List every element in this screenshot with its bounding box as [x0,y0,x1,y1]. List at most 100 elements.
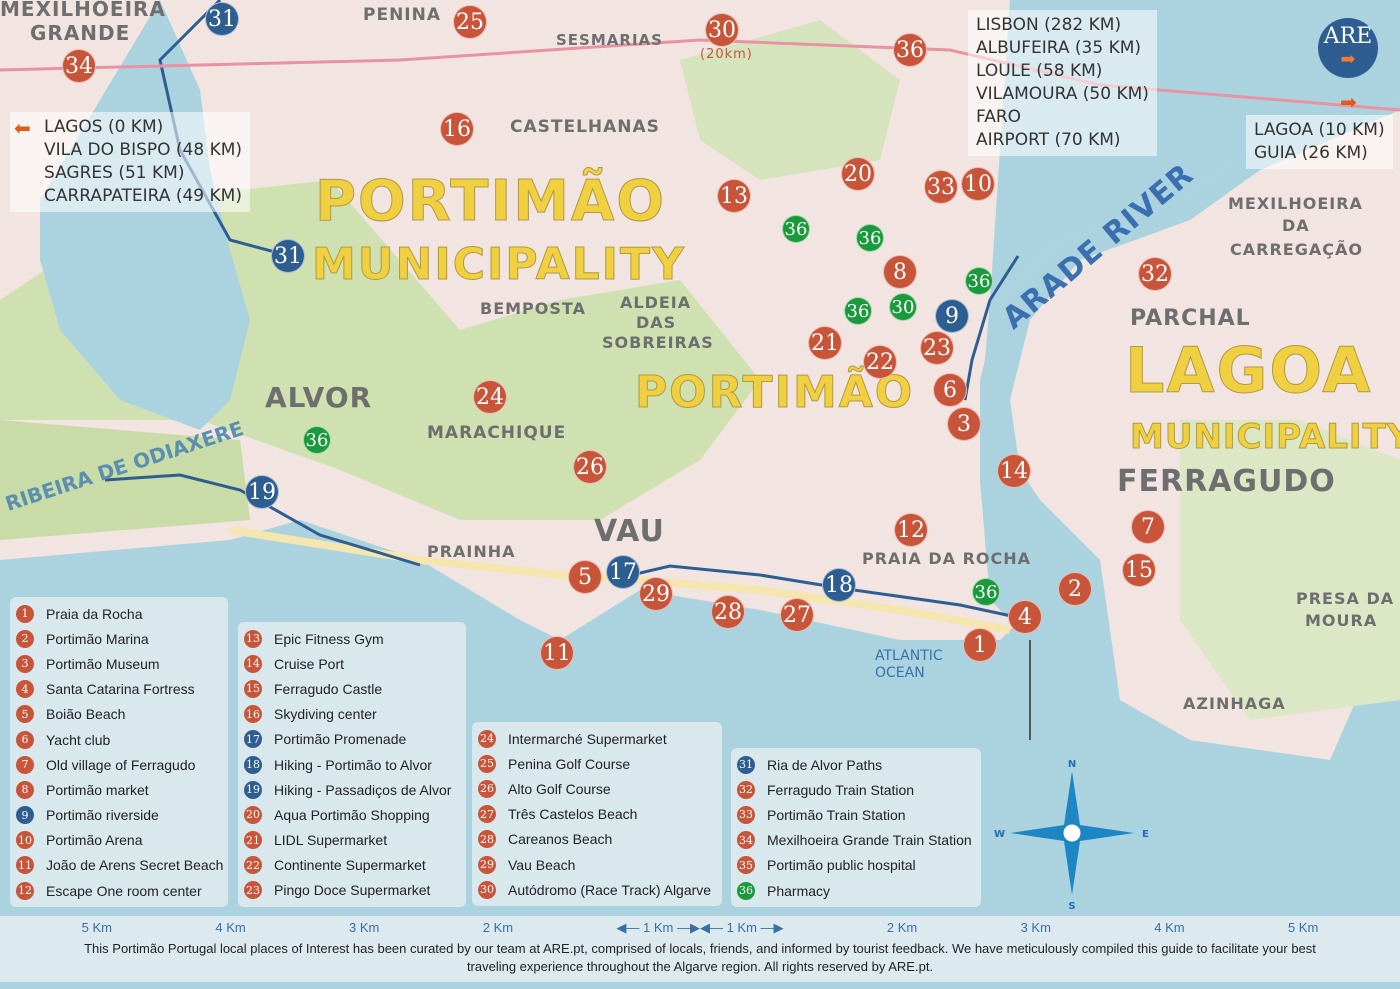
marker-20[interactable]: 20 [841,157,875,191]
marker-27[interactable]: 27 [780,598,814,632]
marker-8[interactable]: 8 [883,255,917,289]
legend-label: Portimão public hospital [767,857,916,874]
legend-marker: 21 [244,831,262,850]
place-label: MEXILHOEIRA [1228,194,1363,213]
legend-item: 22 Continente Supermarket [244,853,460,878]
legend-item: 25 Penina Golf Course [478,751,716,776]
legend-label: Ria de Alvor Paths [767,756,883,773]
legend-label: Penina Golf Course [508,755,631,772]
legend-column: 13 Epic Fitness Gym 14 Cruise Port 15 Ferragu… [238,622,466,908]
title-portimao-city: PORTIMÃO [634,367,915,418]
marker-36[interactable]: 36 [303,426,331,454]
dist-loule: LOULE (58 KM) [976,61,1103,81]
marker-36[interactable]: 36 [972,578,1000,606]
legend-label: Hiking - Portimão to Alvor [274,756,432,773]
marker-10[interactable]: 10 [961,167,995,201]
legend-marker: 27 [478,805,496,824]
marker-16[interactable]: 16 [440,112,474,146]
marker-9[interactable]: 9 [935,299,969,333]
marker-31[interactable]: 31 [271,239,305,273]
distances-east: LAGOA (10 KM) GUIA (26 KM) [1246,115,1393,169]
marker-22[interactable]: 22 [863,345,897,379]
marker-13[interactable]: 13 [717,179,751,213]
marker-5[interactable]: 5 [568,560,602,594]
legend-label: Ferragudo Castle [274,680,383,697]
marker-30[interactable]: 30 [705,13,739,47]
legend-label: Continente Supermarket [274,857,426,874]
legend-column: 24 Intermarché Supermarket 25 Penina Golf C… [472,722,722,907]
marker-1[interactable]: 1 [963,628,997,662]
compass-n: N [1068,759,1076,770]
marker-24[interactable]: 24 [473,380,507,414]
legend-item: 8 Portimão market [16,777,222,802]
marker-2[interactable]: 2 [1058,572,1092,606]
place-label: BEMPOSTA [480,299,586,318]
legend-item: 4 Santa Catarina Fortress [16,677,222,702]
legend-label: Epic Fitness Gym [274,630,384,647]
marker-25[interactable]: 25 [453,5,487,39]
place-label: DA [1282,216,1310,235]
marker-32[interactable]: 32 [1138,257,1172,291]
marker-15[interactable]: 15 [1122,553,1156,587]
marker-36[interactable]: 36 [856,224,884,252]
marker-26[interactable]: 26 [573,450,607,484]
marker-31[interactable]: 31 [205,2,239,36]
marker-17[interactable]: 17 [606,555,640,589]
legend-item: 14 Cruise Port [244,651,460,676]
marker-7[interactable]: 7 [1131,510,1165,544]
place-label: (20km) [700,47,753,62]
legend-label: Portimão Train Station [767,806,906,823]
river [980,100,1400,640]
place-label: OCEAN [875,665,925,681]
marker-11[interactable]: 11 [540,636,574,670]
place-label: ATLANTIC [875,648,943,664]
distances-northeast: LISBON (282 KM) ALBUFEIRA (35 KM) LOULE … [968,10,1157,156]
marker-19[interactable]: 19 [245,475,279,509]
legend-item: 30 Autódromo (Race Track) Algarve [478,877,716,902]
legend-item: 32 Ferragudo Train Station [737,777,975,802]
legend-marker: 36 [737,881,755,900]
marker-14[interactable]: 14 [997,454,1031,488]
legend-marker: 31 [737,755,755,774]
marker-36[interactable]: 36 [893,33,927,67]
legend-item: 21 LIDL Supermarket [244,828,460,853]
legend-item: 36 Pharmacy [737,878,975,903]
marker-36[interactable]: 36 [965,267,993,295]
marker-12[interactable]: 12 [894,513,928,547]
marker-30[interactable]: 30 [889,293,917,321]
legend-marker: 20 [244,805,262,824]
marker-23[interactable]: 23 [920,331,954,365]
marker-21[interactable]: 21 [808,326,842,360]
marker-29[interactable]: 29 [639,577,673,611]
legend-item: 17 Portimão Promenade [244,727,460,752]
scale-label: 3 Km [1020,920,1051,935]
hiking-trail [104,473,421,567]
place-label: DAS [636,313,677,332]
legend-label: Três Castelos Beach [508,806,638,823]
legend-item: 16 Skydiving center [244,702,460,727]
marker-6[interactable]: 6 [933,373,967,407]
legend-item: 1 Praia da Rocha [16,601,222,626]
legend-marker: 30 [478,880,496,899]
marker-33[interactable]: 33 [924,170,958,204]
legend-marker: 5 [16,705,34,724]
scale-label: 4 Km [1154,920,1185,935]
marker-36[interactable]: 36 [844,297,872,325]
legend-marker: 1 [16,604,34,623]
marker-3[interactable]: 3 [947,407,981,441]
arrow-right-icon: ➡ [1340,49,1356,70]
marker-28[interactable]: 28 [711,595,745,629]
marker-34[interactable]: 34 [62,49,96,83]
legend-item: 3 Portimão Museum [16,651,222,676]
marker-4[interactable]: 4 [1008,600,1042,634]
marker-36[interactable]: 36 [782,215,810,243]
place-label: PRESA DA [1296,589,1395,608]
legend-label: Portimão Museum [46,655,160,672]
dist-faro: FARO [976,107,1022,127]
legend-item: 29 Vau Beach [478,852,716,877]
marker-18[interactable]: 18 [822,568,856,602]
footer: 5 Km 4 Km 3 Km 2 Km ◀— 1 Km —▶◀— 1 Km —▶ 2 Km… [0,916,1400,982]
legend-marker: 7 [16,755,34,774]
legend-marker: 17 [244,730,262,749]
